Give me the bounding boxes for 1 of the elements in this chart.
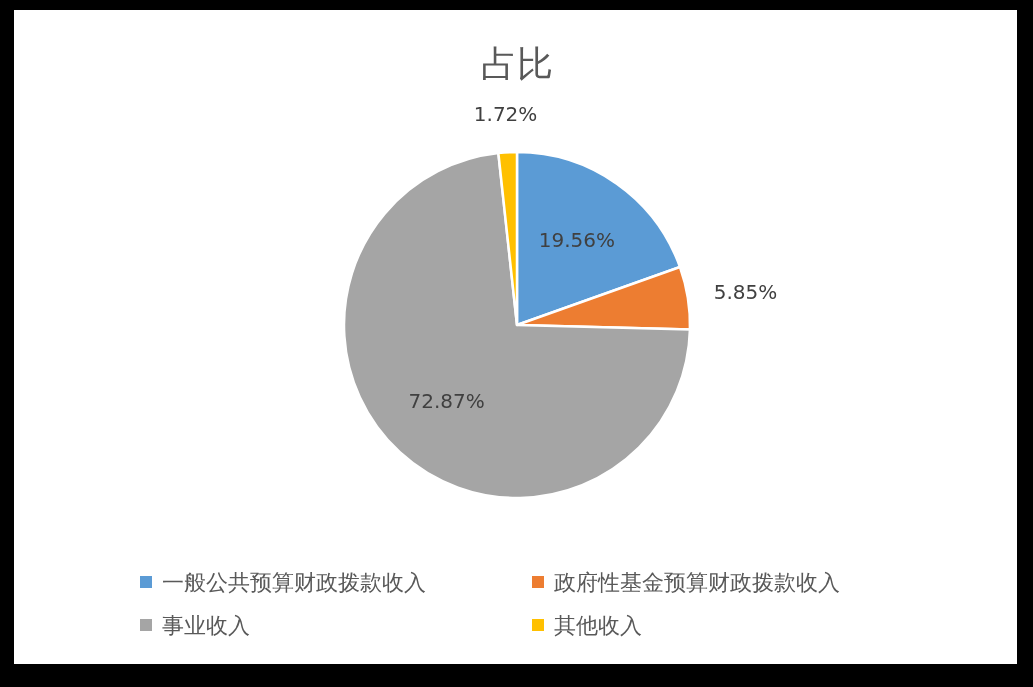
title: 占比 [481, 43, 553, 84]
